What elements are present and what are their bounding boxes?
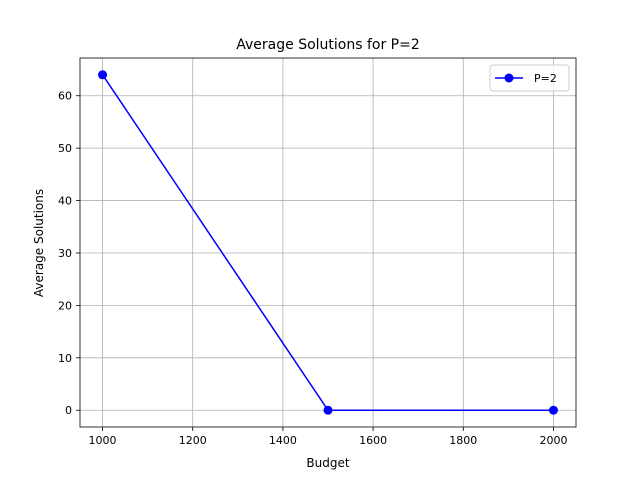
- x-tick-label: 2000: [539, 434, 567, 447]
- x-axis-ticks: 1000 1200 1400 1600 1800 2000: [89, 427, 567, 447]
- y-axis-label: Average Solutions: [32, 189, 46, 297]
- data-point: [548, 405, 558, 415]
- x-tick-label: 1400: [269, 434, 297, 447]
- y-tick-label: 50: [58, 142, 72, 155]
- series-line: [101, 74, 554, 411]
- x-axis-label: Budget: [306, 456, 349, 470]
- y-tick-label: 40: [58, 195, 72, 208]
- x-tick-label: 1200: [179, 434, 207, 447]
- plot-frame: [79, 57, 577, 428]
- data-point: [323, 405, 333, 415]
- y-tick-label: 30: [58, 247, 72, 260]
- legend-label: P=2: [534, 72, 557, 85]
- legend: P=2: [489, 64, 570, 92]
- x-tick-label: 1000: [89, 434, 117, 447]
- chart-title: Average Solutions for P=2: [236, 37, 420, 53]
- x-tick-label: 1600: [359, 434, 387, 447]
- y-tick-label: 20: [58, 299, 72, 312]
- legend-box: [489, 64, 570, 92]
- x-tick-label: 1800: [449, 434, 477, 447]
- y-tick-label: 60: [58, 90, 72, 103]
- data-point: [98, 70, 108, 80]
- y-tick-label: 10: [58, 352, 72, 365]
- series-layer: [98, 70, 558, 415]
- y-axis-ticks: 0 10 20 30 40 50 60: [58, 90, 80, 417]
- legend-marker: [504, 73, 514, 83]
- grid-lines: [80, 58, 576, 427]
- y-tick-label: 0: [65, 404, 72, 417]
